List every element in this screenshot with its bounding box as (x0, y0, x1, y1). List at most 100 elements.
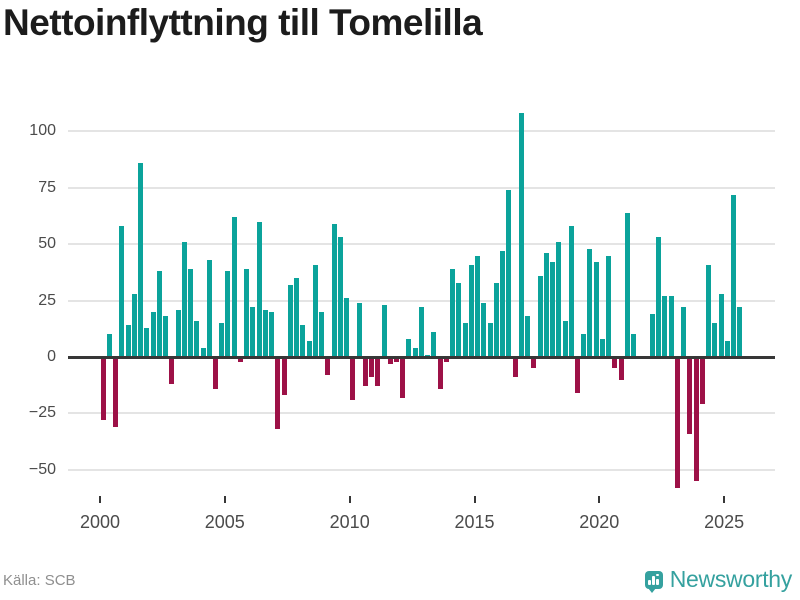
bar-2012-q2 (406, 338, 412, 357)
gridline-y-100 (68, 130, 775, 133)
bar-2003-q1 (175, 309, 181, 357)
x-tick-2015 (473, 496, 476, 503)
bar-2014-q4 (468, 264, 474, 357)
bar-2016-q2 (506, 190, 512, 357)
bar-2015-q2 (481, 302, 487, 357)
bar-2005-q1 (225, 271, 231, 357)
bar-2022-q4 (668, 296, 674, 357)
bar-2016-q4 (518, 113, 524, 357)
bar-2008-q4 (319, 311, 324, 357)
bar-2024-q4 (718, 293, 724, 357)
bar-2017-q4 (543, 253, 549, 357)
bar-2011-q1 (375, 357, 381, 387)
bar-2014-q3 (462, 323, 468, 357)
x-axis-label-2005: 2005 (204, 512, 245, 532)
bar-2016-q3 (512, 357, 518, 378)
bar-2019-q4 (593, 262, 599, 357)
x-axis-label-2015: 2015 (454, 512, 495, 532)
bar-2023-q3 (687, 357, 693, 434)
bar-2008-q1 (300, 325, 306, 357)
bar-2014-q2 (456, 282, 462, 357)
bar-2011-q4 (393, 357, 399, 362)
bar-2018-q1 (550, 262, 555, 357)
x-tick-2025 (723, 496, 726, 503)
x-axis-label-2025: 2025 (704, 512, 745, 532)
bar-2010-q4 (369, 357, 374, 378)
bar-2005-q2 (231, 217, 237, 357)
bar-2023-q2 (681, 307, 687, 357)
bar-2002-q3 (163, 316, 168, 357)
bar-2000-q4 (119, 226, 125, 357)
bar-2004-q4 (219, 323, 225, 357)
bar-2019-q2 (581, 334, 587, 357)
bar-2013-q3 (437, 357, 443, 389)
bar-2002-q2 (156, 271, 162, 357)
bar-2023-q4 (693, 357, 699, 482)
bar-2024-q2 (706, 264, 711, 357)
bar-2020-q3 (612, 357, 618, 369)
bar-2025-q1 (724, 341, 730, 357)
gridline-y-50 (68, 243, 775, 246)
bar-2017-q1 (525, 316, 530, 357)
bar-2007-q1 (275, 357, 281, 430)
bar-2009-q3 (337, 237, 343, 357)
bar-2017-q2 (531, 357, 537, 369)
y-axis-label-25: 25 (38, 291, 56, 309)
bar-2012-q4 (418, 307, 424, 357)
bar-2004-q2 (206, 260, 212, 357)
bar-2012-q3 (412, 348, 418, 357)
bar-2012-q1 (400, 357, 406, 398)
bar-2021-q1 (624, 212, 630, 357)
bar-2020-q4 (618, 357, 624, 380)
y-axis-label-50: 50 (38, 235, 56, 253)
bar-2001-q4 (144, 327, 150, 357)
x-axis-label-2010: 2010 (329, 512, 370, 532)
gridline-y--25 (68, 412, 775, 415)
bar-2018-q2 (556, 241, 562, 357)
y-axis-label--25: −25 (28, 404, 56, 422)
bar-2001-q1 (125, 325, 131, 357)
bar-2017-q3 (537, 275, 543, 357)
source-label: Källa: SCB (3, 572, 76, 589)
bar-2006-q2 (256, 221, 262, 357)
bar-2004-q1 (200, 348, 206, 357)
bar-2000-q2 (106, 334, 112, 357)
bar-2019-q3 (587, 248, 593, 357)
bar-2009-q2 (331, 223, 337, 357)
newsworthy-icon (644, 570, 663, 593)
x-axis-label-2000: 2000 (79, 512, 121, 532)
bar-2008-q2 (306, 341, 312, 357)
bar-2006-q3 (262, 309, 268, 357)
gridline-y-75 (68, 186, 775, 189)
bar-2006-q4 (269, 311, 275, 357)
x-tick-2020 (598, 496, 601, 503)
bar-2009-q4 (344, 298, 349, 357)
x-tick-2000 (99, 496, 101, 503)
bar-2020-q1 (599, 338, 605, 357)
bar-2022-q2 (656, 237, 662, 357)
bar-2008-q3 (312, 264, 318, 357)
bar-2002-q1 (150, 311, 156, 357)
bar-2001-q2 (131, 293, 137, 357)
bar-2024-q1 (699, 357, 705, 405)
x-tick-2005 (223, 496, 226, 503)
gridline-y-25 (68, 299, 775, 302)
bar-2021-q2 (631, 334, 637, 357)
bar-2006-q1 (250, 307, 256, 357)
bar-2007-q4 (294, 278, 300, 357)
bar-2018-q3 (562, 320, 568, 357)
x-axis-label-2020: 2020 (579, 512, 620, 532)
bar-2003-q2 (181, 241, 187, 357)
bar-2019-q1 (574, 357, 580, 394)
bar-2003-q3 (188, 269, 193, 357)
y-axis-label--50: −50 (28, 460, 56, 478)
newsworthy-logo[interactable]: Newsworthy (644, 566, 792, 593)
bar-2007-q3 (287, 284, 293, 357)
bar-2011-q2 (381, 305, 387, 357)
bar-2016-q1 (500, 250, 505, 357)
bar-2013-q2 (431, 332, 437, 357)
page-title: Nettoinflyttning till Tomelilla (3, 2, 483, 43)
y-axis-label-0: 0 (47, 348, 56, 365)
bar-2013-q4 (443, 357, 449, 362)
